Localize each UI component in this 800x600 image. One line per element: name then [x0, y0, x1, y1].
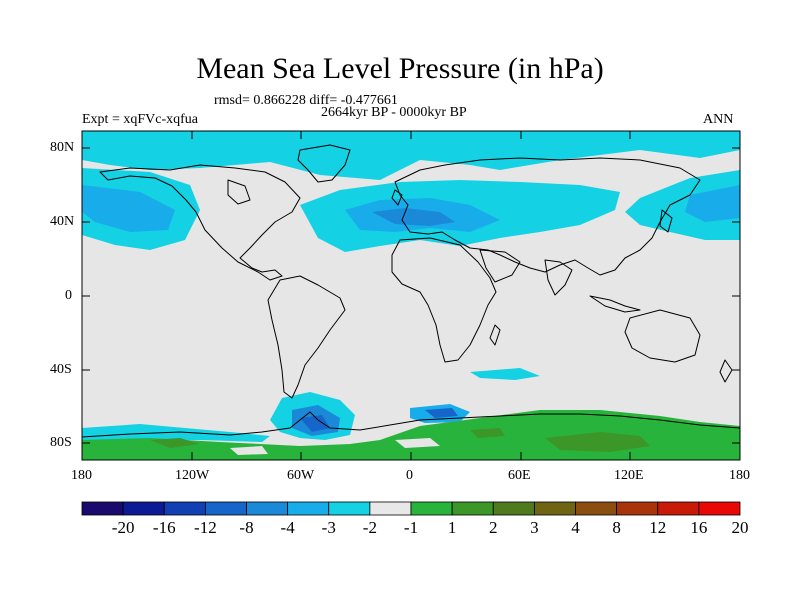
coastline-antarctica [81, 411, 741, 438]
anomaly-antarctic-green-dark-3 [470, 428, 505, 438]
coastline-north-america [99, 164, 301, 281]
colorbar-label: -16 [152, 518, 176, 537]
coastline-arabia [479, 249, 521, 283]
colorbar-swatch [81, 501, 124, 516]
colorbar-label: 16 [690, 518, 708, 537]
colorbar-label: 3 [530, 518, 539, 537]
colorbar-label: 8 [612, 518, 621, 537]
coastline-uk [391, 189, 403, 206]
lon-label-60w: 60W [287, 468, 315, 483]
lon-label-60e: 60E [508, 468, 531, 483]
coastline-india [544, 259, 573, 296]
anomaly-s-pacific [82, 424, 270, 442]
map-title: Mean Sea Level Pressure (in hPa) [196, 52, 604, 85]
coastline-indonesia [589, 295, 641, 313]
colorbar-swatch [204, 501, 247, 516]
stats-label: rmsd= 0.866228 diff= -0.477661 [214, 93, 398, 108]
colorbar-label: 20 [731, 518, 749, 537]
colorbar-label: -20 [111, 518, 135, 537]
colorbar-label: 4 [571, 518, 580, 537]
coastlines [81, 144, 741, 438]
lat-label-40s: 40S [50, 362, 72, 377]
anomaly-arctic-band [82, 131, 740, 180]
colorbar-swatch [451, 501, 494, 516]
coastline-australia [624, 309, 701, 363]
colorbar-swatch [616, 501, 659, 516]
colorbar-label: -1 [403, 518, 419, 537]
anomaly-antarctic-neutral [395, 438, 440, 448]
anomaly-n-pacific-east [625, 170, 740, 240]
colorbar-label: 2 [489, 518, 498, 537]
colorbar-swatch [369, 501, 412, 516]
axis-ticks [82, 131, 740, 460]
lat-label-40n: 40N [50, 214, 75, 229]
anomaly-s-atlantic-1 [470, 368, 540, 380]
lat-label-0: 0 [65, 288, 72, 303]
lon-label-120w: 120W [175, 468, 210, 483]
anomaly-fields [82, 131, 740, 460]
colorbar-label: -4 [280, 518, 295, 537]
anomaly-n-pacific-west-core [82, 185, 175, 232]
colorbar-swatch [287, 501, 330, 516]
coastline-new-zealand [719, 359, 733, 383]
colorbar-label: 1 [447, 518, 457, 537]
anomaly-antarctic-green-dark-2 [150, 438, 200, 448]
colorbar-swatch [492, 501, 535, 516]
anomaly-antarctic-green-dark-1 [545, 432, 650, 452]
coastline-eurasia [394, 157, 701, 276]
coastline-south-america [267, 275, 346, 399]
coastline-japan [659, 209, 673, 233]
colorbar-swatch [657, 501, 700, 516]
coastline-madagascar [489, 324, 501, 346]
colorbar-swatch [328, 501, 371, 516]
lon-label-0: 0 [406, 468, 413, 483]
anomaly-drake-deep [300, 415, 330, 432]
colorbar-label: -12 [194, 518, 217, 537]
colorbar-swatch [122, 501, 165, 516]
lon-label-180e: 180 [729, 468, 750, 483]
period-label: 2664kyr BP - 0000kyr BP [321, 105, 467, 120]
lon-label-180w: 180 [71, 468, 92, 483]
colorbar-swatch [246, 501, 289, 516]
lat-label-80s: 80S [50, 435, 72, 450]
colorbar-swatch [698, 501, 741, 516]
colorbar [81, 501, 741, 516]
lon-label-120e: 120E [614, 468, 644, 483]
coastline-hudson-bay [227, 179, 251, 205]
experiment-label: Expt = xqFVc-xqfua [82, 112, 198, 127]
season-label: ANN [703, 112, 734, 127]
anomaly-antarctic-neutral-2 [230, 446, 268, 455]
colorbar-label: -8 [239, 518, 254, 537]
anomaly-weddell-core [425, 408, 458, 418]
colorbar-label: 12 [649, 518, 667, 537]
lat-label-80n: 80N [50, 140, 75, 155]
colorbar-swatch [163, 501, 206, 516]
anomaly-n-atlantic-deep [372, 208, 455, 226]
colorbar-label: -3 [321, 518, 336, 537]
anomaly-n-pacific-east-core [685, 185, 740, 222]
coastline-greenland [297, 144, 351, 183]
coastline-africa [391, 237, 497, 363]
colorbar-swatch [410, 501, 453, 516]
colorbar-label: -2 [362, 518, 377, 537]
colorbar-swatch [533, 501, 576, 516]
colorbar-swatch [575, 501, 618, 516]
